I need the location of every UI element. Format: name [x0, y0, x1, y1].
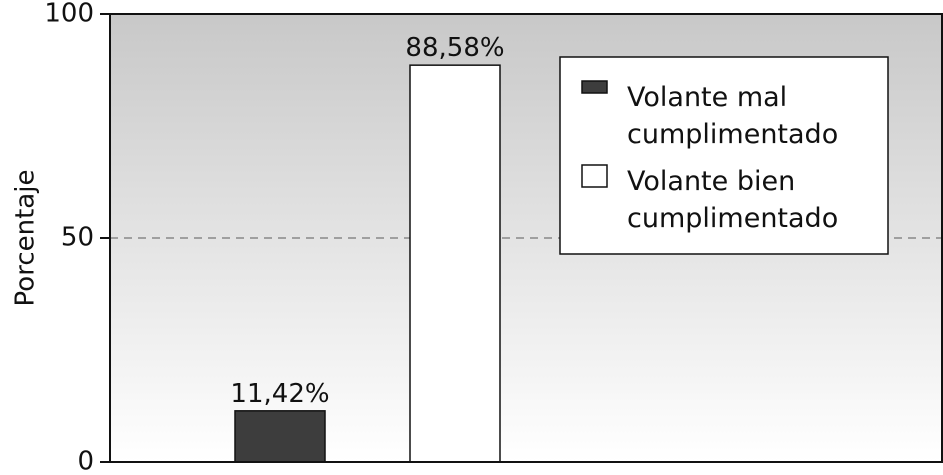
data-label-bien: 88,58%	[405, 33, 504, 63]
y-tick-label-50: 50	[61, 223, 94, 253]
legend-swatch-mal	[581, 80, 608, 94]
legend: Volante mal cumplimentado Volante bien c…	[559, 56, 889, 255]
legend-swatch-bien	[581, 164, 608, 188]
data-label-mal: 11,42%	[230, 379, 329, 409]
y-tick-label-100: 100	[44, 0, 94, 29]
legend-label-bien-line2: cumplimentado	[627, 203, 838, 234]
bar-bien	[409, 64, 501, 463]
legend-label-mal-line1: Volante mal	[627, 82, 787, 113]
legend-box	[559, 56, 889, 255]
y-tick-label-0: 0	[77, 447, 94, 475]
y-axis-title: Porcentaje	[11, 170, 41, 307]
legend-label-bien-line1: Volante bien	[627, 166, 795, 197]
bar-mal	[234, 410, 326, 463]
legend-label-mal-line2: cumplimentado	[627, 119, 838, 150]
